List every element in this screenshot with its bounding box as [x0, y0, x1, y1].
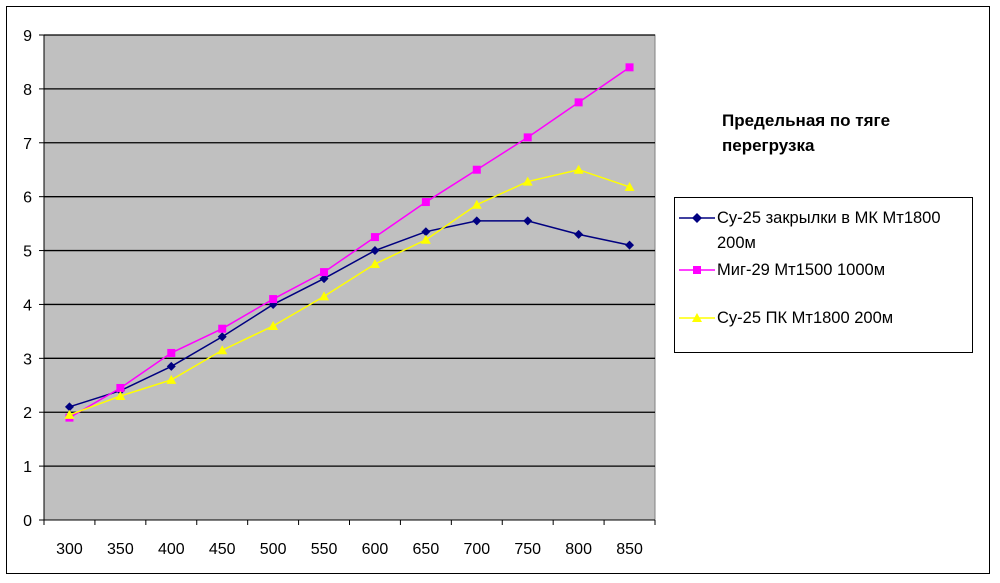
y-tick-label-5: 5 — [23, 244, 32, 261]
y-tick-label-2: 2 — [23, 405, 32, 422]
x-tick-label-800: 800 — [565, 541, 592, 558]
series-2-point-600 — [369, 259, 380, 269]
x-tick-label-850: 850 — [616, 541, 643, 558]
series-2-point-300 — [64, 409, 75, 419]
gridlines — [44, 34, 655, 467]
series-1-point-850 — [625, 63, 634, 72]
legend-label-mig29: Миг-29 Мт1500 1000м — [717, 261, 886, 279]
series-1-point-750 — [523, 133, 532, 142]
x-tick-label-650: 650 — [413, 541, 440, 558]
x-tick-label-700: 700 — [463, 541, 490, 558]
series-0-point-700 — [472, 216, 482, 226]
y-tick-label-7: 7 — [23, 136, 32, 153]
series-2-point-450 — [217, 345, 228, 355]
legend: Су-25 закрылки в МК Мт1800 200м Миг-29 М… — [674, 197, 973, 353]
series-2-point-400 — [166, 374, 177, 384]
series-2-point-500 — [268, 321, 279, 330]
x-tick-label-400: 400 — [158, 541, 185, 558]
series-0-point-850 — [625, 240, 635, 250]
series-0-point-550 — [319, 274, 329, 284]
x-tick-label-450: 450 — [209, 541, 236, 558]
y-tick-label-6: 6 — [23, 190, 32, 207]
series-1-line — [69, 66, 630, 419]
series-1-point-500 — [269, 295, 278, 304]
series-1-point-650 — [421, 198, 430, 207]
y-tick-label-1: 1 — [23, 459, 32, 476]
series-0-point-300 — [64, 402, 74, 412]
series-2-line — [69, 168, 630, 416]
x-tick-label-350: 350 — [107, 541, 134, 558]
series-1-point-450 — [218, 324, 227, 333]
x-axis-tick-labels: 300 350 400 450 500 550 600 650 700 750 800 850 — [56, 541, 643, 558]
series-1-point-550 — [320, 268, 329, 277]
series-1-point-700 — [472, 165, 481, 174]
series-2-point-350 — [115, 391, 126, 401]
series-2-point-850 — [624, 181, 635, 191]
series-1-point-350 — [116, 383, 125, 392]
legend-label-su25-flaps: Су-25 закрылки в МК Мт1800 200м — [717, 206, 969, 256]
x-tick-label-550: 550 — [311, 541, 338, 558]
series-0-point-750 — [523, 216, 533, 226]
axes — [39, 34, 656, 525]
series-1-point-600 — [370, 233, 379, 242]
series-2-point-700 — [471, 199, 482, 209]
series-0-point-400 — [166, 361, 176, 371]
legend-marker-navy-diamond — [679, 213, 715, 223]
legend-marker-yellow-triangle — [679, 313, 715, 322]
x-tick-label-600: 600 — [362, 541, 389, 558]
chart-title-line-1: Предельная по тяге — [722, 111, 891, 130]
x-tick-label-300: 300 — [56, 541, 83, 558]
series-0-point-450 — [217, 332, 227, 342]
series-2-point-650 — [420, 234, 431, 244]
series-2-point-800 — [573, 164, 584, 174]
series-2-point-750 — [522, 176, 533, 186]
series-layer — [64, 63, 635, 422]
series-0-line — [69, 220, 630, 408]
plot-area — [43, 34, 656, 521]
legend-label-su25-pk: Су-25 ПК Мт1800 200м — [717, 309, 894, 327]
x-tick-label-750: 750 — [514, 541, 541, 558]
x-tick-label-500: 500 — [260, 541, 287, 558]
series-1-point-800 — [574, 98, 583, 107]
series-0-point-800 — [574, 229, 584, 239]
series-2 — [64, 164, 635, 419]
y-tick-label-9: 9 — [23, 28, 32, 45]
legend-label-su25-flaps-line-2: 200м — [717, 234, 756, 252]
y-axis-tick-labels: 0 1 2 3 4 5 6 7 8 9 — [23, 28, 32, 530]
series-2-point-550 — [319, 291, 330, 301]
legend-label-su25-flaps-line-1: Су-25 закрылки в МК Мт1800 — [717, 209, 941, 227]
series-0-point-600 — [370, 246, 380, 256]
legend-marker-magenta-square — [679, 266, 715, 274]
y-tick-label-0: 0 — [23, 513, 32, 530]
y-tick-label-8: 8 — [23, 82, 32, 99]
chart-title-line-2: перегрузка — [722, 136, 815, 155]
chart-title: Предельная по тяге перегрузка — [722, 108, 962, 158]
y-tick-label-3: 3 — [23, 351, 32, 368]
series-0-point-650 — [421, 227, 431, 237]
series-1-point-400 — [167, 348, 176, 357]
y-tick-label-4: 4 — [23, 297, 32, 314]
